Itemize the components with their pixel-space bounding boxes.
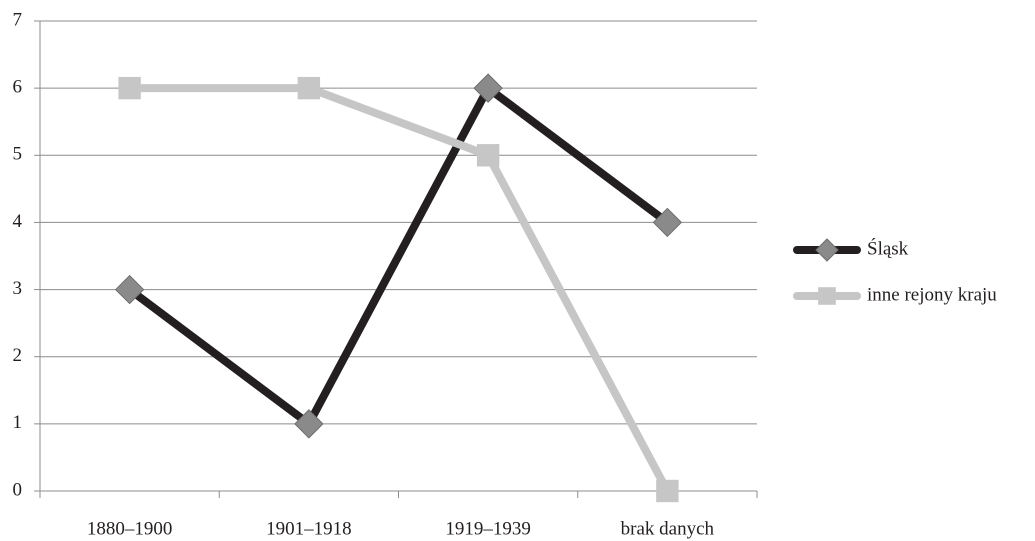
series-line [129, 84, 671, 493]
data-point [294, 409, 324, 439]
x-tick-label: 1901–1918 [266, 518, 352, 539]
data-point [473, 73, 503, 103]
y-tick-label: 4 [13, 211, 23, 232]
y-tick-label: 1 [13, 412, 23, 433]
legend-marker [815, 238, 839, 262]
data-point [656, 479, 679, 503]
x-tick-label: 1880–1900 [87, 518, 173, 539]
data-point [476, 144, 500, 167]
data-point [114, 274, 145, 305]
y-tick-label: 3 [13, 278, 23, 299]
legend-label: inne rejony kraju [867, 284, 997, 305]
x-tick-label: brak danych [621, 518, 715, 539]
data-point [297, 76, 321, 100]
series-line [127, 84, 670, 428]
y-tick-label: 5 [13, 144, 23, 165]
data-point [118, 76, 141, 100]
y-tick-label: 6 [13, 77, 23, 98]
y-tick-label: 0 [13, 479, 23, 500]
data-point [652, 207, 683, 238]
x-tick-label: 1919–1939 [445, 518, 531, 539]
legend-marker [818, 287, 836, 305]
y-tick-label: 2 [13, 345, 23, 366]
y-tick-label: 7 [13, 9, 23, 30]
legend-label: Śląsk [867, 237, 909, 259]
